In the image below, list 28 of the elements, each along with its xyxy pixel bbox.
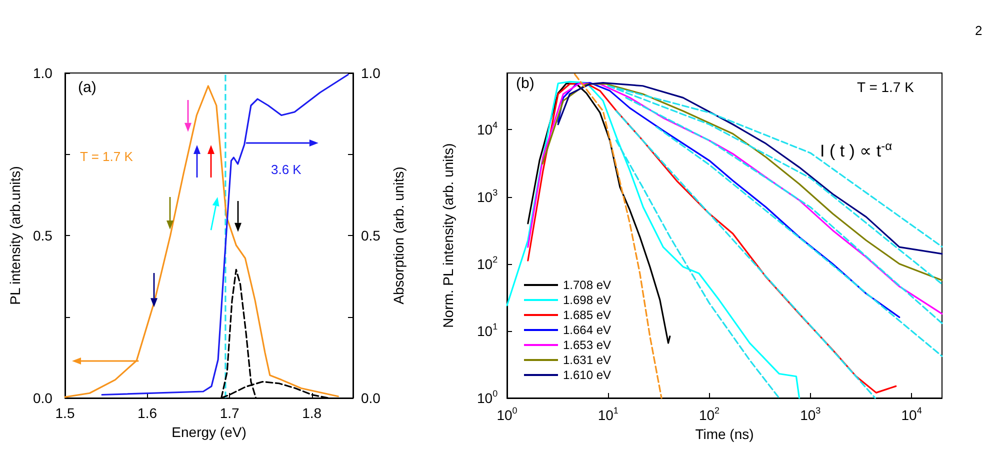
y2-tick-label: 0.5 bbox=[361, 228, 381, 244]
text: 2 bbox=[975, 23, 982, 38]
y-tick-label: 0.0 bbox=[33, 390, 53, 406]
x-tick-label: 1.8 bbox=[302, 405, 322, 421]
y-axis-title: Norm. PL intensity (arb. units) bbox=[440, 143, 456, 328]
x-tick-label: 1.5 bbox=[55, 405, 75, 421]
annotation: (b) bbox=[516, 75, 534, 92]
legend-label: 1.631 eV bbox=[563, 353, 612, 367]
y-tick-label: 1.0 bbox=[33, 65, 53, 81]
x-axis-title: Energy (eV) bbox=[172, 424, 246, 440]
annotation: 3.6 K bbox=[271, 162, 302, 177]
x-tick-label: 1.6 bbox=[138, 405, 158, 421]
annotation: T = 1.7 K bbox=[857, 79, 915, 95]
y-axis-title: PL intensity (arb.units) bbox=[7, 166, 24, 305]
annotation: T = 1.7 K bbox=[80, 149, 134, 164]
annotation: (a) bbox=[78, 79, 96, 96]
x-axis-title: Time (ns) bbox=[695, 426, 754, 442]
legend-label: 1.685 eV bbox=[563, 308, 612, 322]
y-tick-label: 0.5 bbox=[33, 228, 53, 244]
legend-label: 1.610 eV bbox=[563, 368, 612, 382]
x-tick-label: 1.7 bbox=[220, 405, 240, 421]
legend-label: 1.664 eV bbox=[563, 323, 612, 337]
legend-label: 1.698 eV bbox=[563, 293, 612, 307]
y2-tick-label: 0.0 bbox=[361, 390, 381, 406]
y2-tick-label: 1.0 bbox=[361, 65, 381, 81]
legend-label: 1.708 eV bbox=[563, 278, 612, 292]
y2-axis-title: Absorption (arb. units) bbox=[390, 166, 406, 304]
legend-label: 1.653 eV bbox=[563, 338, 612, 352]
